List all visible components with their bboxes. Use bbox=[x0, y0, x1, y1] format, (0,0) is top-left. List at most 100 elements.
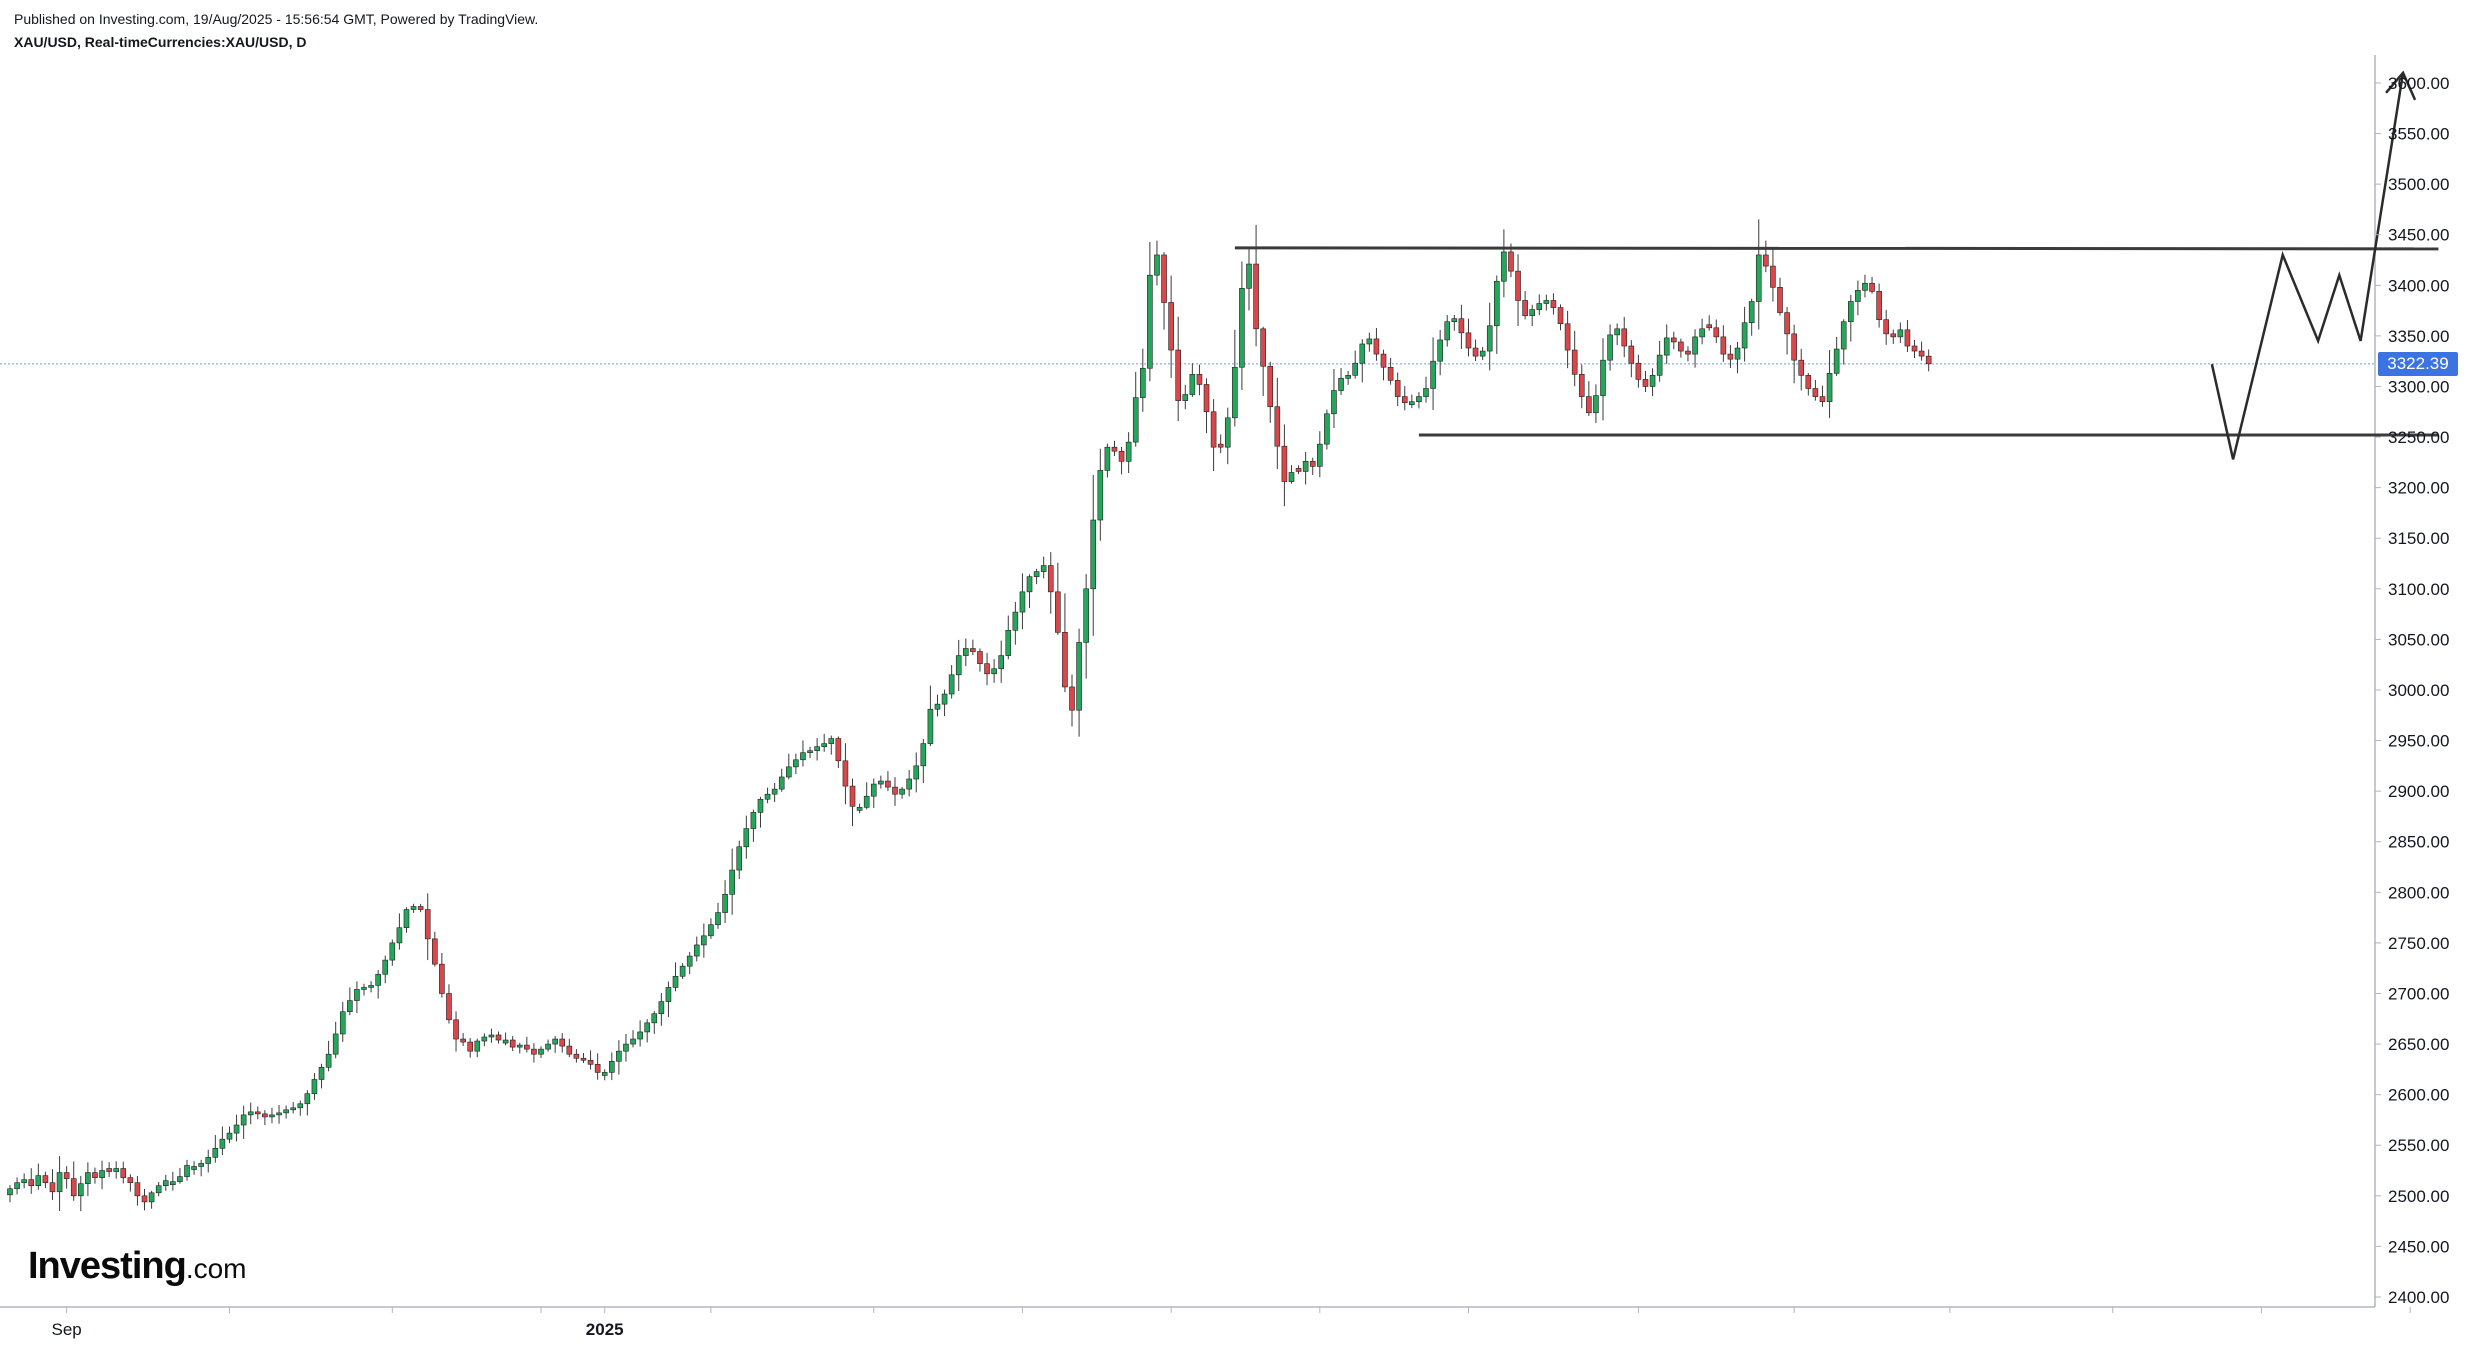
candle-up bbox=[212, 1147, 219, 1158]
candle bbox=[941, 689, 948, 717]
time-axis[interactable]: Sep 2025 bbox=[52, 1307, 2411, 1339]
price-axis[interactable]: 3600.00 3550.00 3500.00 3450.00 3400.00 3350.… bbox=[2375, 74, 2449, 1307]
candle bbox=[594, 1053, 601, 1080]
candle bbox=[1458, 304, 1465, 350]
candle bbox=[155, 1182, 162, 1197]
candle bbox=[1210, 399, 1217, 472]
candle-up bbox=[1338, 378, 1344, 391]
candle-down bbox=[1685, 350, 1691, 355]
price-tick-label: 2400.00 bbox=[2388, 1288, 2449, 1307]
candle-up bbox=[715, 912, 721, 925]
candle bbox=[49, 1169, 56, 1201]
candle-up bbox=[304, 1093, 311, 1105]
candle-up bbox=[1416, 396, 1422, 402]
candle-down bbox=[892, 786, 898, 795]
candle-down bbox=[1203, 384, 1210, 413]
candle bbox=[1175, 316, 1181, 422]
candle-up bbox=[665, 987, 672, 1002]
candle bbox=[1309, 457, 1316, 475]
candle-down bbox=[1571, 349, 1578, 375]
candle-up bbox=[701, 935, 707, 946]
candle bbox=[56, 1156, 63, 1211]
candle-up bbox=[1189, 374, 1196, 395]
candle-up bbox=[913, 765, 920, 780]
candle bbox=[1777, 277, 1783, 316]
candle bbox=[1557, 304, 1564, 331]
candle-down bbox=[1918, 350, 1925, 357]
candle-down bbox=[509, 1039, 516, 1048]
candle-up bbox=[1288, 472, 1295, 482]
candle bbox=[1692, 329, 1698, 368]
candle bbox=[502, 1032, 509, 1046]
candle bbox=[1791, 324, 1797, 384]
candle bbox=[276, 1105, 282, 1124]
candle-up bbox=[283, 1109, 289, 1114]
candle-up bbox=[1352, 362, 1358, 376]
candle-up bbox=[502, 1039, 509, 1044]
candle bbox=[842, 743, 849, 805]
candle-down bbox=[417, 906, 424, 910]
candle-up bbox=[184, 1165, 190, 1177]
candle-down bbox=[63, 1172, 70, 1179]
candle bbox=[1338, 367, 1344, 395]
candle bbox=[1253, 224, 1259, 347]
candle-down bbox=[573, 1053, 580, 1059]
candle-down bbox=[1508, 251, 1514, 272]
candle bbox=[899, 786, 905, 799]
candle bbox=[113, 1161, 119, 1179]
candle bbox=[856, 803, 863, 814]
candle bbox=[1494, 275, 1500, 354]
price-tick-label: 2850.00 bbox=[2388, 833, 2449, 852]
candle bbox=[1727, 345, 1734, 368]
candle bbox=[1267, 361, 1274, 423]
candle-up bbox=[240, 1114, 247, 1126]
candle-up bbox=[821, 743, 828, 747]
candle bbox=[991, 659, 997, 683]
time-tick-label: 2025 bbox=[586, 1320, 624, 1339]
price-tick-label: 3450.00 bbox=[2388, 226, 2449, 245]
candle bbox=[1486, 302, 1493, 371]
candle bbox=[127, 1174, 134, 1192]
candle-down bbox=[1069, 686, 1075, 711]
candle-up bbox=[1833, 348, 1840, 374]
candle bbox=[1706, 315, 1712, 331]
candle bbox=[934, 694, 941, 717]
candle bbox=[410, 903, 417, 913]
candle-down bbox=[255, 1111, 261, 1115]
candle bbox=[375, 970, 381, 999]
candle-down bbox=[28, 1179, 35, 1187]
candle bbox=[134, 1176, 141, 1206]
candle-down bbox=[984, 663, 990, 675]
candle bbox=[630, 1030, 636, 1048]
candle bbox=[757, 796, 764, 828]
candle-up bbox=[1734, 347, 1741, 360]
candle bbox=[1352, 350, 1358, 379]
candle-up bbox=[856, 807, 863, 811]
candle bbox=[1203, 378, 1210, 434]
candle-up bbox=[828, 738, 835, 744]
candle-up bbox=[630, 1038, 636, 1045]
candle bbox=[1239, 261, 1245, 391]
candle-up bbox=[800, 752, 806, 761]
candle-down bbox=[1578, 374, 1585, 397]
candle-down bbox=[1635, 362, 1642, 380]
candle bbox=[601, 1069, 608, 1081]
candle bbox=[1635, 354, 1642, 388]
candle bbox=[1430, 337, 1436, 411]
price-tick-label: 3050.00 bbox=[2388, 630, 2449, 649]
candle-up bbox=[729, 869, 735, 895]
candle bbox=[1437, 329, 1443, 376]
candle bbox=[1663, 324, 1670, 364]
candle-down bbox=[1260, 328, 1266, 367]
candle-up bbox=[1848, 301, 1854, 323]
candle bbox=[42, 1171, 49, 1189]
candle bbox=[1607, 324, 1613, 371]
projection-path bbox=[2210, 72, 2405, 460]
candle-down bbox=[1628, 345, 1635, 364]
candle bbox=[1671, 331, 1677, 350]
candle bbox=[460, 1032, 466, 1046]
price-tick-label: 2650.00 bbox=[2388, 1035, 2449, 1054]
candle-down bbox=[1161, 254, 1167, 303]
